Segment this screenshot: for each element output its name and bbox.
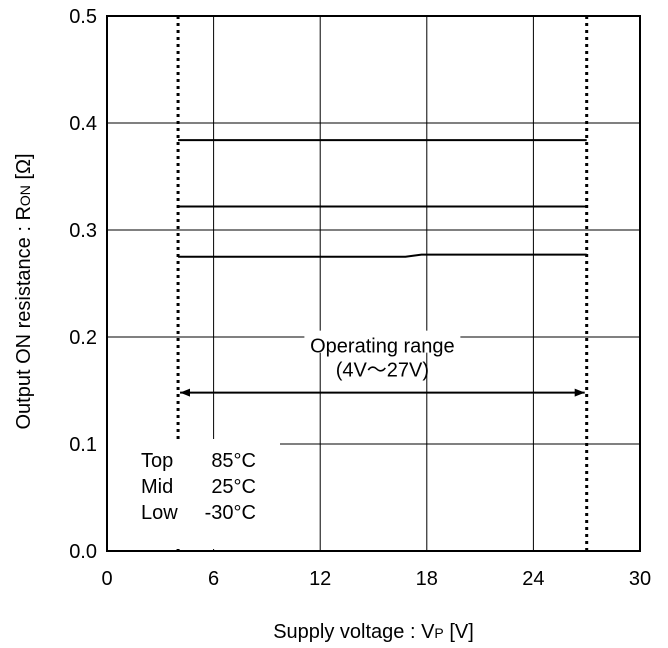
operating-range-label-background	[304, 330, 461, 353]
x-axis-label: Supply voltage : VP [V]	[273, 621, 474, 643]
y-axis-label-unit: [Ω]	[13, 153, 35, 185]
legend-entry-label: Top	[141, 450, 173, 472]
x-tick-label: 6	[208, 568, 219, 590]
operating-range: Operating range (4V〜27V)	[180, 330, 585, 397]
x-tick-label: 0	[101, 568, 112, 590]
legend-entry-value: -30°C	[205, 502, 256, 524]
operating-range-values: (4V〜27V)	[336, 360, 429, 382]
x-tick-label: 24	[522, 568, 544, 590]
legend-entry-value: 85°C	[211, 450, 256, 472]
series-line	[178, 253, 587, 258]
series-lines	[178, 139, 587, 258]
x-tick-label: 12	[309, 568, 331, 590]
y-tick-label: 0.3	[69, 220, 97, 242]
x-axis-label-subscript: P	[434, 625, 443, 641]
legend: Top 85°C Mid 25°C Low -30°C	[108, 439, 280, 549]
tick-labels: 0 6 12 18 24 30 0.0 0.1 0.2 0.3 0.4 0.5	[69, 6, 651, 590]
y-axis-label-subscript: ON	[17, 185, 33, 206]
y-tick-label: 0.5	[69, 6, 97, 28]
y-tick-label: 0.1	[69, 434, 97, 456]
legend-background	[108, 439, 280, 549]
plot-frame	[106, 15, 641, 552]
y-axis-label-main: Output ON resistance : R	[13, 206, 35, 429]
y-tick-label: 0.0	[69, 541, 97, 563]
x-tick-label: 30	[629, 568, 651, 590]
x-tick-label: 18	[416, 568, 438, 590]
y-axis-label: Output ON resistance : RON [Ω]	[13, 153, 35, 429]
y-tick-label: 0.4	[69, 113, 97, 135]
legend-entry-value: 25°C	[211, 476, 256, 498]
x-axis-label-main: Supply voltage : V	[273, 621, 435, 643]
legend-entry-label: Low	[141, 502, 178, 524]
x-axis-label-unit: [V]	[444, 621, 474, 643]
legend-entry-label: Mid	[141, 476, 173, 498]
operating-boundaries	[176, 16, 589, 551]
operating-range-label: Operating range	[310, 336, 455, 358]
y-tick-label: 0.2	[69, 327, 97, 349]
